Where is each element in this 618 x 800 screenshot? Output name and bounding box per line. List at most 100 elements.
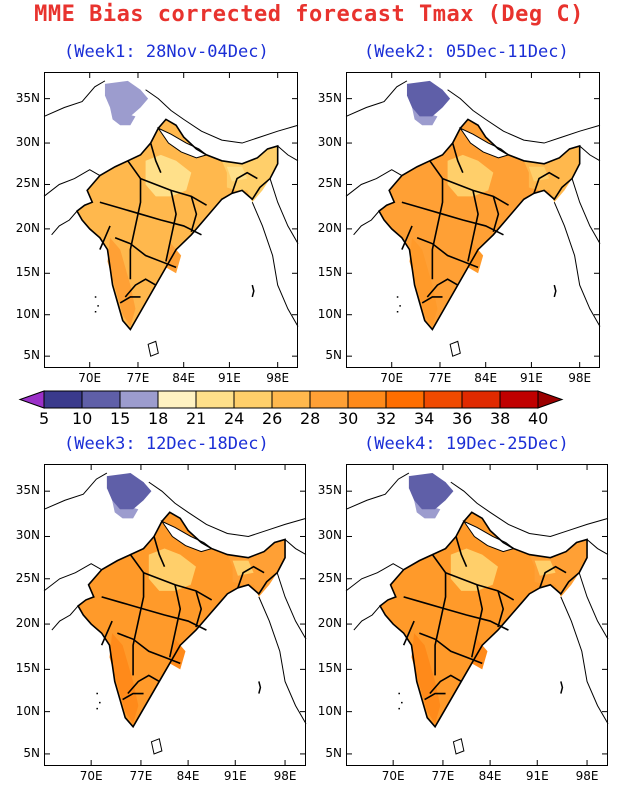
state-boundary <box>425 536 467 699</box>
state-boundary <box>432 179 442 280</box>
map-frame <box>44 464 306 766</box>
panel-title-week4: (Week4: 19Dec-25Dec) <box>364 434 569 454</box>
colorbar-segment <box>43 390 83 409</box>
colorbar-label: 32 <box>376 409 397 428</box>
lat-label: 25N <box>15 176 40 191</box>
lon-label: 84E <box>176 769 200 783</box>
lon-label: 91E <box>525 769 549 783</box>
lon-label: 77E <box>428 371 452 385</box>
state-boundary <box>100 226 156 297</box>
northeast-cool <box>232 560 254 576</box>
india-outline <box>78 512 285 726</box>
state-boundary <box>468 190 478 261</box>
colorbar-label: 10 <box>72 409 93 428</box>
kashmir-region <box>408 473 454 510</box>
state-boundary <box>232 173 257 194</box>
state-boundary <box>120 143 161 303</box>
colorbar-label: 24 <box>224 409 245 428</box>
lon-label: 70E <box>380 371 404 385</box>
state-boundary <box>115 238 176 268</box>
lat-label: 15N <box>15 265 40 280</box>
srilanka-outline <box>148 341 158 356</box>
state-boundary <box>170 585 180 657</box>
state-boundary <box>417 238 478 268</box>
colorbar-label: 28 <box>300 409 321 428</box>
lon-label: 77E <box>126 371 150 385</box>
lon-label: 98E <box>266 371 290 385</box>
colorbar-segment <box>119 390 159 409</box>
coastline <box>44 473 306 724</box>
map-panel-week4: 35N 30N 25N 20N 15N 10N 5N 70E 77E 84E 91E 98E <box>318 464 608 783</box>
lat-label: 30N <box>317 528 342 543</box>
state-boundary <box>404 597 509 630</box>
lat-label: 5N <box>23 348 40 363</box>
lon-label: 98E <box>568 371 592 385</box>
lon-label: 98E <box>273 769 297 783</box>
map-frame <box>346 464 608 766</box>
northeast-cool <box>226 166 248 182</box>
colorbar-segment <box>271 390 311 409</box>
state-boundary <box>123 536 165 699</box>
kashmir-region <box>106 473 152 510</box>
map-frame <box>44 72 298 368</box>
state-boundary <box>128 161 207 205</box>
lat-label: 25N <box>317 570 342 585</box>
colorbar-label: 26 <box>262 409 283 428</box>
colorbar-segment <box>499 390 539 409</box>
west-coast-warm <box>409 237 438 327</box>
state-boundary <box>540 567 566 588</box>
srilanka-outline <box>151 739 161 754</box>
lat-label: 20N <box>15 616 40 631</box>
state-boundary <box>493 196 498 232</box>
state-boundary <box>196 591 201 627</box>
coastline <box>346 81 600 327</box>
state-boundary <box>117 633 180 663</box>
east-coast-warm <box>169 639 186 670</box>
state-boundary <box>166 190 176 261</box>
colorbar-label: 30 <box>338 409 359 428</box>
map-frame <box>346 72 600 368</box>
lat-label: 20N <box>317 220 342 235</box>
coastline <box>44 81 298 327</box>
map-panel-week1: 35N 30N 25N 20N 15N 10N 5N 70E 77E 84E 91E 98E <box>16 72 298 385</box>
east-coast-warm <box>471 639 488 670</box>
lat-label: 35N <box>317 90 342 105</box>
state-boundary <box>133 573 143 676</box>
srilanka-outline <box>450 341 460 356</box>
colorbar-segment <box>461 390 501 409</box>
state-boundary <box>102 621 160 693</box>
colorbar: 5 10 15 18 21 24 26 28 30 32 34 36 38 40 <box>18 390 564 428</box>
state-boundary <box>435 573 445 676</box>
lon-label: 70E <box>78 371 102 385</box>
lat-label: 5N <box>23 745 40 760</box>
lat-label: 35N <box>317 483 342 498</box>
colorbar-label: 36 <box>452 409 473 428</box>
islands <box>95 285 254 312</box>
lon-label: 91E <box>217 371 241 385</box>
lon-label: 91E <box>519 371 543 385</box>
lat-label: 10N <box>15 703 40 718</box>
colorbar-segment <box>309 390 349 409</box>
colorbar-label: 40 <box>528 409 549 428</box>
lat-label: 20N <box>15 220 40 235</box>
state-boundary <box>472 585 482 657</box>
lat-label: 35N <box>15 483 40 498</box>
colorbar-segment <box>157 390 197 409</box>
colorbar-label: 15 <box>110 409 131 428</box>
colorbar-min-arrow <box>18 390 45 409</box>
colorbar-label: 38 <box>490 409 511 428</box>
colorbar-segment <box>385 390 425 409</box>
state-boundary <box>102 597 207 630</box>
colorbar-label: 21 <box>186 409 207 428</box>
colorbar-label: 18 <box>148 409 169 428</box>
lat-label: 5N <box>325 745 342 760</box>
lat-label: 30N <box>15 528 40 543</box>
state-boundary <box>130 179 140 280</box>
lat-label: 20N <box>317 616 342 631</box>
lon-label: 77E <box>129 769 153 783</box>
lat-label: 15N <box>317 661 342 676</box>
chart-title: MME Bias corrected forecast Tmax (Deg C) <box>34 2 584 27</box>
west-coast-warm <box>107 237 136 327</box>
west-coast-warm <box>109 633 139 724</box>
state-boundary <box>422 143 463 303</box>
